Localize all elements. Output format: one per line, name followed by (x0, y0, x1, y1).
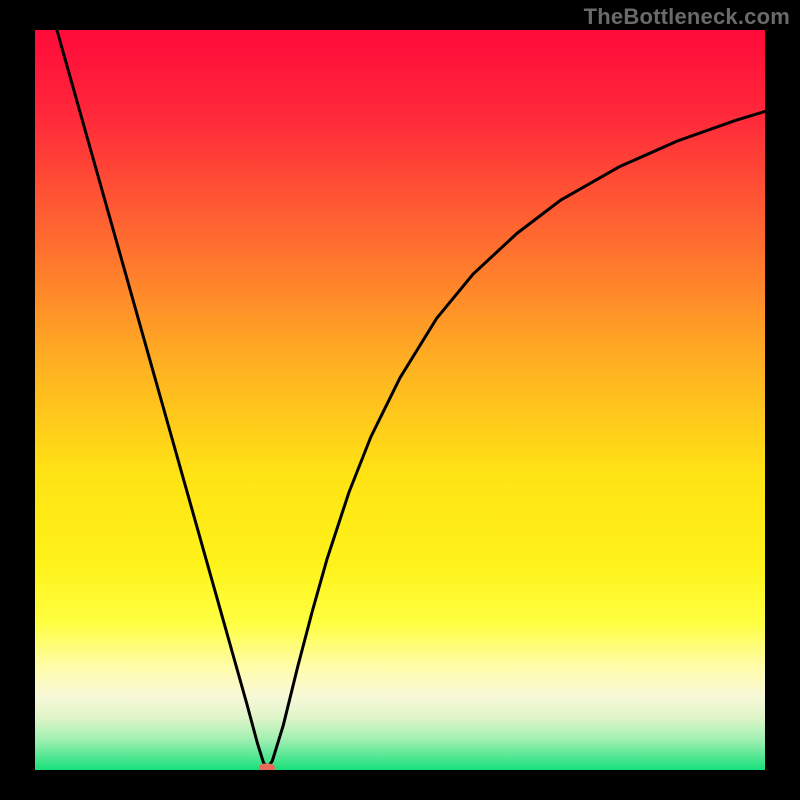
chart-container: TheBottleneck.com (0, 0, 800, 800)
minimum-marker (259, 763, 275, 770)
curve-svg (35, 30, 765, 770)
watermark-text: TheBottleneck.com (584, 4, 790, 30)
plot-area (35, 30, 765, 770)
bottleneck-curve (57, 30, 765, 768)
